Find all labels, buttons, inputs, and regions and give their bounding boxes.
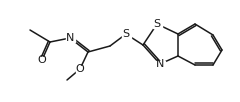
Bar xyxy=(152,21,162,28)
Text: N: N xyxy=(156,59,164,69)
Text: S: S xyxy=(153,19,161,29)
Bar xyxy=(76,65,84,73)
Bar xyxy=(121,30,131,38)
Bar xyxy=(66,34,74,42)
Bar xyxy=(156,60,164,68)
Text: N: N xyxy=(66,33,74,43)
Text: S: S xyxy=(122,29,130,39)
Bar xyxy=(37,57,47,64)
Text: O: O xyxy=(38,55,46,65)
Text: O: O xyxy=(76,64,84,74)
